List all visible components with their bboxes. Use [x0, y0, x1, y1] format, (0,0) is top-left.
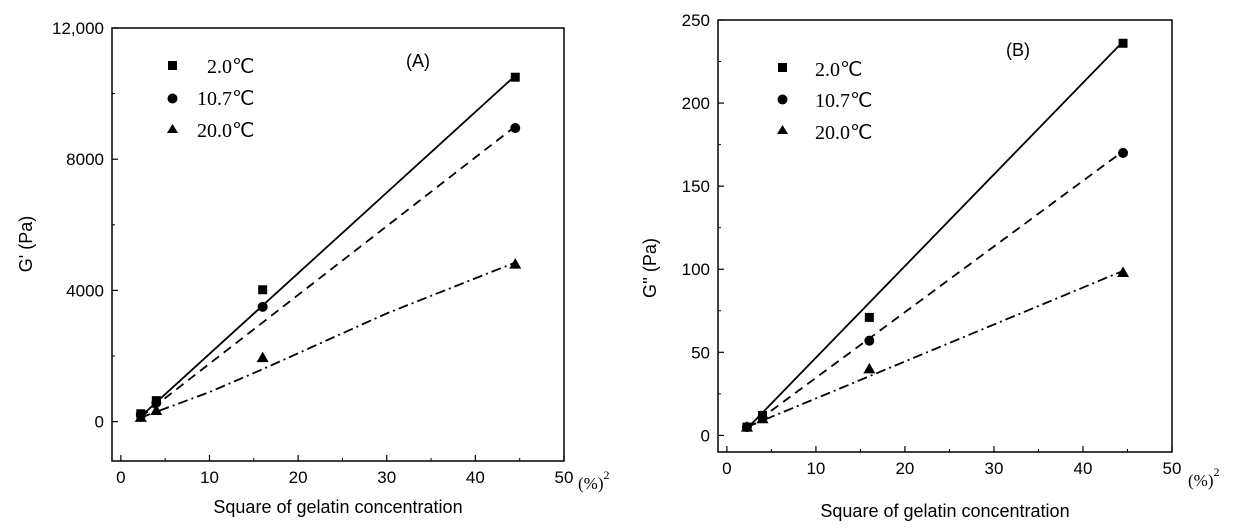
legend-label: 20.0℃: [197, 120, 254, 142]
data-point-triangle: [150, 404, 163, 415]
legend-item: 2.0℃: [778, 59, 862, 81]
data-point-triangle: [740, 421, 753, 432]
y-tick-label: 100: [682, 260, 710, 279]
data-point-triangle: [134, 411, 147, 422]
x-tick-label: 10: [200, 468, 219, 487]
ticks-b: 0 10 20 30 40 50 0 50 100 150 200 250: [682, 11, 1182, 478]
legend-item: 10.7℃: [777, 90, 872, 112]
legend-item: 20.0℃: [777, 122, 872, 144]
data-point-square: [510, 72, 520, 82]
legend-label: 2.0℃: [207, 56, 254, 78]
data-point-square: [864, 312, 874, 322]
legend-label: 2.0℃: [815, 59, 862, 81]
x-unit-text: (%): [578, 474, 603, 493]
y-tick-label: 0: [701, 426, 710, 445]
data-point-triangle: [756, 412, 769, 424]
x-tick-label: 40: [1074, 459, 1093, 478]
y-axis-label-b: G'' (Pa): [640, 238, 660, 298]
legend-label: 20.0℃: [815, 122, 872, 144]
y-tick-label: 12,000: [52, 19, 104, 38]
x-axis-unit-b: (%)2: [1188, 465, 1219, 490]
fit-lines-b: [746, 40, 1124, 430]
fit-line-dashdot: [746, 270, 1124, 428]
x-tick-label: 0: [116, 468, 125, 487]
data-point-circle: [257, 301, 268, 312]
x-tick-label: 50: [555, 468, 574, 487]
x-tick-label: 30: [984, 459, 1003, 478]
fit-line-solid: [746, 40, 1124, 430]
fit-lines-a: [140, 74, 516, 419]
x-tick-label: 40: [466, 468, 485, 487]
x-tick-label: 0: [722, 459, 731, 478]
panel-label-b: (B): [1006, 40, 1030, 60]
y-tick-label: 150: [682, 177, 710, 196]
panel-label-a: (A): [406, 51, 430, 71]
y-tick-label: 4000: [66, 281, 104, 300]
x-tick-label: 20: [895, 459, 914, 478]
data-points-b: [740, 38, 1130, 433]
x-unit-superscript: 2: [1213, 465, 1219, 479]
legend-marker-square: [168, 61, 177, 70]
x-tick-label: 50: [1163, 459, 1182, 478]
y-tick-label: 250: [682, 11, 710, 30]
fit-line-dashed: [746, 150, 1124, 430]
legend-item: 10.7℃: [167, 88, 254, 110]
x-tick-label: 30: [377, 468, 396, 487]
data-point-square: [1118, 38, 1128, 48]
legend-marker-triangle: [167, 124, 178, 133]
data-point-triangle: [509, 258, 522, 269]
legend-b: 2.0℃ 10.7℃ 20.0℃: [777, 59, 872, 144]
x-unit-superscript: 2: [603, 468, 609, 482]
x-unit-text: (%): [1188, 471, 1213, 490]
legend-item: 20.0℃: [167, 120, 254, 142]
data-point-circle: [151, 397, 162, 408]
data-point-triangle: [863, 362, 876, 374]
legend-item: 2.0℃: [168, 56, 254, 78]
chart-panel-b: 0 10 20 30 40 50 0 50 100 150 200 250 (B) 2.0℃ 10.7…: [640, 11, 1219, 521]
fit-line-dashed: [140, 125, 516, 418]
legend-a: 2.0℃ 10.7℃ 20.0℃: [167, 56, 254, 142]
legend-marker-square: [778, 63, 787, 72]
x-axis-label-b: Square of gelatin concentration: [820, 501, 1069, 521]
x-tick-label: 10: [806, 459, 825, 478]
legend-marker-triangle: [777, 125, 788, 134]
chart-panel-a: 0 10 20 30 40 50 0 4000 8000 12,000 (A) 2.0℃ 10.7…: [16, 19, 609, 517]
fit-line-solid: [140, 74, 516, 418]
data-points-a: [134, 72, 522, 422]
legend-label: 10.7℃: [197, 88, 254, 110]
data-point-circle: [864, 335, 875, 346]
data-point-circle: [510, 123, 521, 134]
data-point-circle: [1118, 147, 1129, 158]
y-tick-label: 200: [682, 94, 710, 113]
legend-marker-circle: [777, 94, 788, 105]
y-tick-label: 50: [691, 343, 710, 362]
plot-frame-b: [717, 19, 1173, 453]
data-point-square: [258, 285, 268, 295]
y-tick-label: 0: [95, 413, 104, 432]
legend-label: 10.7℃: [815, 90, 872, 112]
data-point-triangle: [256, 351, 269, 363]
x-axis-label-a: Square of gelatin concentration: [213, 497, 462, 517]
plot-frame-a: [111, 27, 565, 462]
x-axis-unit-a: (%)2: [578, 468, 609, 493]
y-axis-label-a: G' (Pa): [16, 216, 36, 272]
data-point-triangle: [1117, 266, 1130, 278]
x-tick-label: 20: [289, 468, 308, 487]
ticks-a: 0 10 20 30 40 50 0 4000 8000 12,000: [52, 19, 573, 487]
y-tick-label: 8000: [66, 150, 104, 169]
legend-marker-circle: [167, 93, 178, 104]
fit-line-dashdot: [140, 261, 516, 419]
